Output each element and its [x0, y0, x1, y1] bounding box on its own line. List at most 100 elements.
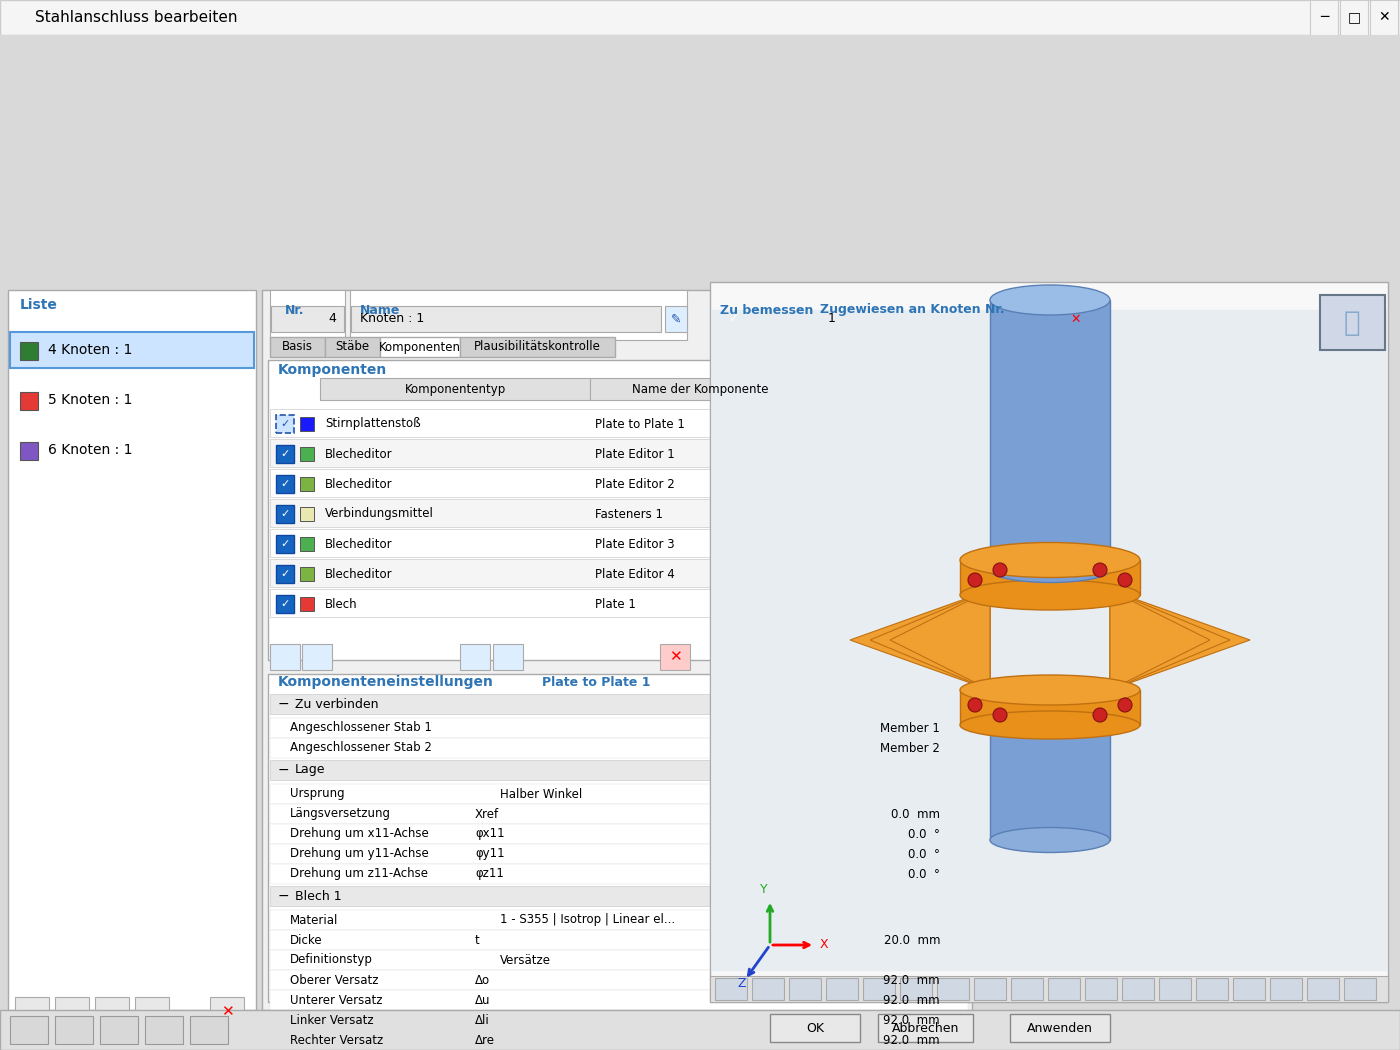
FancyBboxPatch shape: [134, 998, 169, 1025]
Text: ✓: ✓: [280, 509, 290, 519]
FancyBboxPatch shape: [270, 439, 967, 467]
FancyBboxPatch shape: [1085, 978, 1117, 1000]
FancyBboxPatch shape: [878, 1014, 973, 1042]
Ellipse shape: [990, 827, 1110, 853]
Text: Ursprung: Ursprung: [290, 788, 344, 800]
FancyBboxPatch shape: [325, 337, 379, 357]
FancyBboxPatch shape: [270, 824, 967, 844]
FancyBboxPatch shape: [1159, 978, 1191, 1000]
Text: 92.0  mm: 92.0 mm: [883, 1013, 939, 1027]
Text: Drehung um x11-Achse: Drehung um x11-Achse: [290, 827, 428, 840]
Text: 1 - S355 | Isotrop | Linear el...: 1 - S355 | Isotrop | Linear el...: [500, 914, 675, 926]
FancyBboxPatch shape: [379, 337, 461, 357]
FancyBboxPatch shape: [20, 442, 38, 460]
Text: ✕: ✕: [1071, 313, 1081, 326]
Ellipse shape: [960, 580, 1140, 610]
Ellipse shape: [990, 285, 1110, 315]
Text: ✓: ✓: [280, 598, 290, 609]
FancyBboxPatch shape: [963, 460, 973, 520]
FancyBboxPatch shape: [990, 300, 1110, 570]
FancyBboxPatch shape: [461, 337, 615, 357]
FancyBboxPatch shape: [1009, 1014, 1110, 1042]
FancyBboxPatch shape: [270, 718, 967, 738]
FancyBboxPatch shape: [0, 1010, 1400, 1050]
FancyBboxPatch shape: [300, 597, 314, 611]
FancyBboxPatch shape: [10, 1016, 48, 1044]
Text: −: −: [279, 697, 290, 711]
FancyBboxPatch shape: [270, 910, 967, 930]
Ellipse shape: [960, 543, 1140, 578]
Text: Verbindungsmittel: Verbindungsmittel: [325, 507, 434, 521]
FancyBboxPatch shape: [812, 290, 1092, 340]
FancyBboxPatch shape: [270, 760, 967, 780]
Text: Plate Editor 2: Plate Editor 2: [595, 478, 675, 490]
Text: Xref: Xref: [475, 807, 500, 820]
FancyBboxPatch shape: [276, 475, 294, 494]
FancyBboxPatch shape: [300, 567, 314, 581]
Text: Angeschlossener Stab 1: Angeschlossener Stab 1: [290, 721, 431, 735]
Text: Basis: Basis: [281, 340, 314, 354]
Text: ✓: ✓: [728, 313, 738, 326]
Polygon shape: [850, 590, 990, 690]
FancyBboxPatch shape: [710, 976, 1387, 1002]
Text: Plate Editor 1: Plate Editor 1: [595, 447, 675, 461]
Text: Versätze: Versätze: [500, 953, 552, 966]
Text: Angeschlossener Stab 2: Angeschlossener Stab 2: [290, 741, 431, 755]
FancyBboxPatch shape: [270, 410, 967, 437]
Text: 0.0  °: 0.0 °: [909, 867, 939, 881]
Text: Plate Editor 3: Plate Editor 3: [595, 538, 675, 550]
FancyBboxPatch shape: [270, 1010, 967, 1030]
Polygon shape: [1110, 590, 1250, 690]
FancyBboxPatch shape: [0, 35, 1400, 1050]
Text: 5 Knoten : 1: 5 Knoten : 1: [48, 393, 133, 407]
Text: Drehung um y11-Achse: Drehung um y11-Achse: [290, 847, 428, 861]
FancyBboxPatch shape: [276, 536, 294, 553]
FancyBboxPatch shape: [276, 565, 294, 583]
Text: Fasteners 1: Fasteners 1: [595, 507, 664, 521]
FancyBboxPatch shape: [270, 804, 967, 824]
Text: ✕: ✕: [669, 650, 682, 665]
FancyBboxPatch shape: [270, 559, 967, 587]
FancyBboxPatch shape: [270, 694, 967, 714]
Text: Material: Material: [290, 914, 339, 926]
Text: ✓: ✓: [280, 479, 290, 489]
FancyBboxPatch shape: [276, 445, 294, 463]
Text: Stäbe: Stäbe: [336, 340, 370, 354]
Ellipse shape: [960, 711, 1140, 739]
Text: Dicke: Dicke: [290, 933, 322, 946]
FancyBboxPatch shape: [99, 1016, 139, 1044]
Text: Plate to Plate 1: Plate to Plate 1: [595, 418, 685, 430]
Text: OK: OK: [806, 1022, 825, 1034]
Text: Member 2: Member 2: [881, 741, 939, 755]
FancyBboxPatch shape: [1310, 0, 1338, 35]
FancyBboxPatch shape: [10, 332, 253, 368]
FancyBboxPatch shape: [1063, 306, 1089, 332]
Text: Rechter Versatz: Rechter Versatz: [290, 1033, 384, 1047]
FancyBboxPatch shape: [990, 690, 1110, 840]
FancyBboxPatch shape: [300, 477, 314, 491]
Text: ✓: ✓: [280, 449, 290, 459]
FancyBboxPatch shape: [1371, 0, 1399, 35]
Text: −: −: [279, 889, 290, 903]
Text: ✕: ✕: [1378, 10, 1390, 24]
FancyBboxPatch shape: [351, 306, 661, 332]
Text: Abbrechen: Abbrechen: [892, 1022, 959, 1034]
Text: −: −: [279, 763, 290, 777]
FancyBboxPatch shape: [300, 507, 314, 521]
FancyBboxPatch shape: [55, 998, 90, 1025]
Text: 92.0  mm: 92.0 mm: [883, 993, 939, 1007]
Text: ✓: ✓: [280, 569, 290, 579]
Polygon shape: [1110, 590, 1231, 690]
Text: 4 Knoten : 1: 4 Knoten : 1: [48, 343, 133, 357]
Text: Δo: Δo: [475, 973, 490, 987]
FancyBboxPatch shape: [276, 595, 294, 613]
FancyBboxPatch shape: [826, 978, 858, 1000]
Text: Plausibilitätskontrolle: Plausibilitätskontrolle: [475, 340, 601, 354]
FancyBboxPatch shape: [270, 644, 300, 670]
Text: Längsversetzung: Längsversetzung: [290, 807, 391, 820]
FancyBboxPatch shape: [1011, 978, 1043, 1000]
FancyBboxPatch shape: [1121, 978, 1154, 1000]
Text: Komponenten: Komponenten: [379, 340, 461, 354]
FancyBboxPatch shape: [15, 998, 49, 1025]
FancyBboxPatch shape: [270, 930, 967, 950]
